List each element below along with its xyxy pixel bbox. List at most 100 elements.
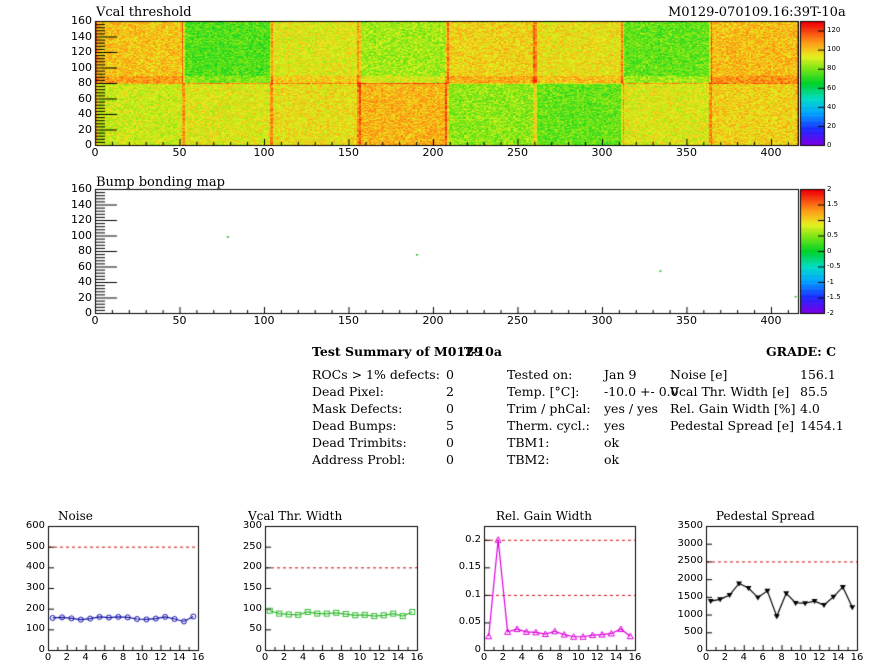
noise-y-tick: 300 [25,582,45,593]
noise-y-tick: 400 [25,561,45,573]
vcal-y-tick: 100 [242,602,262,614]
summary-right-value: 85.5 [800,384,828,399]
map1-scale-tick: 20 [827,121,836,130]
pedestal-x-tick: 12 [812,652,826,663]
noise-y-tick: 600 [25,520,45,531]
noise-x-tick: 2 [63,652,70,663]
summary-left-label: Dead Trimbits: [312,435,407,450]
gain-x-tick: 8 [556,652,563,663]
map2-x-tick: 250 [506,314,528,328]
gain-x-tick: 14 [609,652,623,663]
pedestal-y-tick: 3000 [677,537,703,549]
gain-x-tick: 12 [590,652,604,663]
map1-y-tick: 60 [78,91,92,105]
vcal-x-tick: 0 [261,652,269,663]
noise-x-tick: 10 [135,652,149,663]
map1-scale-tick: 100 [827,45,841,54]
map1-y-tick: 80 [78,76,92,90]
summary-right-label: Noise [e] [670,367,728,382]
pedestal-x-tick: 6 [759,652,766,663]
map2-x-tick: 0 [91,314,99,328]
summary-right-value: 156.1 [800,367,836,382]
noise-y-tick: 0 [38,644,45,655]
pedestal-y-tick: 2000 [677,573,703,585]
gain-x-tick: 10 [572,652,585,663]
gain-x-tick: 2 [499,652,507,663]
grade-label: GRADE: C [766,344,837,359]
pedestal-y-tick: 1000 [677,608,703,620]
pedestal-x-tick: 14 [831,652,845,663]
map2-scale-tick: -1.5 [827,293,841,302]
vcal-x-tick: 14 [391,652,405,663]
gain-x-tick: 6 [537,652,544,663]
map1-y-tick: 20 [78,122,92,136]
gain-y-tick: 0.15 [458,561,481,573]
map1-x-tick: 0 [91,146,99,160]
summary-middle-label: Tested on: [507,367,573,382]
gain-y-tick: 0.05 [458,616,481,628]
summary-right-label: Rel. Gain Width [%] [670,401,796,416]
map1-x-tick: 300 [591,146,613,160]
summary-right-label: Pedestal Spread [e] [670,418,795,433]
gain-y-tick: 0.1 [465,588,481,600]
gain-y-tick: 0.2 [465,533,481,545]
summary-left-label: Dead Pixel: [312,384,384,399]
pedestal-y-tick: 3500 [677,520,703,531]
pedestal-x-tick: 4 [740,652,747,663]
summary-middle-value: yes / yes [604,401,658,416]
map2-y-tick: 160 [71,182,92,196]
map2-y-tick: 40 [78,275,92,289]
map1-x-tick: 200 [422,146,444,160]
map2-scale-tick: 1 [827,215,832,224]
map2-y-tick: 80 [78,244,92,258]
noise-x-tick: 6 [101,652,108,663]
map1-x-tick: 50 [172,146,187,160]
summary-middle-label: Therm. cycl.: [507,418,590,433]
pedestal-x-tick: 2 [721,652,729,663]
map2-scale-tick: -2 [827,308,834,317]
gain-chart-title: Rel. Gain Width [496,509,592,523]
summary-left-value: 2 [446,384,454,399]
noise-x-tick: 14 [172,652,186,663]
summary-left-value: 0 [446,452,454,467]
vcal-y-tick: 250 [242,540,262,552]
map1-scale-tick: 80 [827,64,836,73]
summary-left-label: Mask Defects: [312,401,403,416]
map1-y-tick: 100 [71,60,92,74]
map2-scale-tick: -0.5 [827,262,841,271]
map2-x-tick: 300 [591,314,613,328]
gain-x-tick: 16 [628,652,642,663]
pedestal-y-tick: 1500 [677,590,703,602]
map1-scale-tick: 0 [827,140,832,149]
summary-middle-value: -10.0 +- 0.0 [604,384,679,399]
map1-scale-tick: 40 [827,102,836,111]
summary-left-value: 0 [446,435,454,450]
map2-y-tick: 140 [71,197,92,211]
vcal-x-tick: 6 [318,652,326,663]
map2-title: Bump bonding map [96,175,225,190]
noise-y-tick: 500 [25,540,45,552]
vcal-y-tick: 200 [242,561,262,573]
noise-x-tick: 8 [119,652,127,663]
summary-left-label: Address Probl: [312,452,406,467]
pedestal-x-tick: 8 [778,652,785,663]
map2-x-tick: 150 [337,314,359,328]
summary-middle-label: TBM1: [507,435,550,450]
vcal-x-tick: 4 [299,652,307,663]
summary-right-label: Vcal Thr. Width [e] [670,384,790,399]
summary-left-label: ROCs > 1% defects: [312,367,440,382]
pedestal-y-tick: 2500 [677,555,703,567]
map2-x-tick: 100 [253,314,275,328]
gain-x-tick: 0 [480,652,488,663]
map2-x-tick: 200 [422,314,444,328]
vcal-x-tick: 16 [410,652,424,663]
map1-x-tick: 350 [675,146,697,160]
summary-middle-label: Temp. [°C]: [507,384,580,399]
gain-y-tick: 0 [474,644,481,655]
gain-x-tick: 4 [518,652,525,663]
map2-y-tick: 0 [85,306,92,320]
vcal-x-tick: 12 [372,652,386,663]
summary-temp-tag: T-10a [464,344,502,359]
map1-x-tick: 100 [253,146,275,160]
